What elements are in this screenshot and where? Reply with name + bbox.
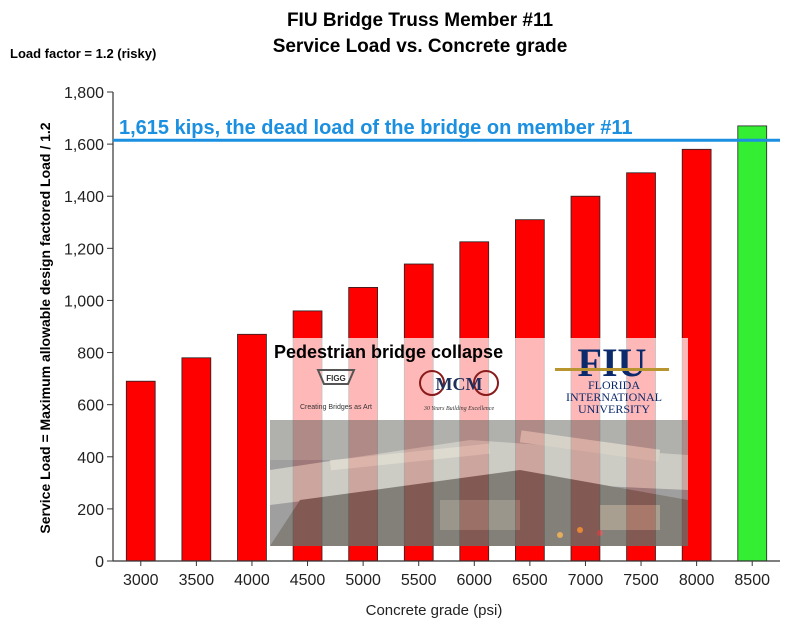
- fiu-tagline-line1: FLORIDA: [588, 378, 640, 392]
- y-tick-label: 800: [77, 346, 104, 363]
- figg-logo: FIGG Creating Bridges as Art: [300, 369, 372, 411]
- chart-title: FIU Bridge Truss Member #11: [286, 10, 554, 31]
- y-tick-label: 600: [77, 398, 104, 415]
- figg-logo-name: FIGG: [326, 374, 346, 383]
- y-tick-label: 0: [95, 554, 104, 571]
- bar-4000: [237, 333, 267, 562]
- mcm-circle-icon: [419, 370, 445, 396]
- figg-tagline: Creating Bridges as Art: [300, 404, 372, 411]
- x-tick-label: 3500: [179, 572, 215, 589]
- x-tick-label: 8500: [734, 572, 770, 589]
- mcm-circle-icon: [473, 370, 499, 396]
- x-tick-label: 6000: [456, 572, 492, 589]
- fiu-gold-stripe: [555, 368, 669, 371]
- mcm-logo-name: MCM: [436, 374, 483, 394]
- y-tick-label: 1,400: [64, 189, 104, 206]
- mcm-tagline: 30 Years Building Excellence: [423, 406, 495, 412]
- inset-collage: Pedestrian bridge collapse FIGG Creating…: [270, 338, 688, 546]
- x-tick-label: 7500: [623, 572, 659, 589]
- y-tick-label: 400: [77, 450, 104, 467]
- load-factor-note: Load factor = 1.2 (risky): [10, 46, 157, 61]
- y-tick-label: 1,200: [64, 241, 104, 258]
- x-axis: 3000 3500 4000 4500 5000 5500 6000 6500 7000 7500…: [113, 560, 780, 589]
- fiu-logo-name: FIU: [578, 340, 647, 385]
- bar-3000: [125, 380, 156, 562]
- x-tick-label: 5000: [345, 572, 381, 589]
- y-tick-label: 1,800: [64, 85, 104, 102]
- x-tick-label: 5500: [401, 572, 437, 589]
- y-axis: 0 200 400 600 800 1,000 1,200 1,400 1,600 1,800: [64, 85, 114, 571]
- fiu-logo: FIU FLORIDA INTERNATIONAL UNIVERSITY: [555, 340, 669, 416]
- x-tick-label: 4500: [290, 572, 326, 589]
- x-axis-label: Concrete grade (psi): [366, 602, 503, 619]
- x-tick-label: 7000: [568, 572, 604, 589]
- fiu-tagline-line3: UNIVERSITY: [578, 402, 650, 416]
- bar-8500: [737, 125, 768, 562]
- dead-load-reference-label: 1,615 kips, the dead load of the bridge …: [119, 117, 633, 139]
- bridge-collapse-photo: [270, 420, 688, 546]
- bar-3500: [181, 357, 212, 562]
- x-tick-label: 8000: [679, 572, 715, 589]
- y-axis-label: Service Load = Maximum allowable design …: [37, 122, 53, 533]
- fiu-tagline-line2: INTERNATIONAL: [566, 390, 662, 404]
- inset-logo-panel: [270, 338, 688, 420]
- y-tick-label: 1,600: [64, 137, 104, 154]
- y-tick-label: 1,000: [64, 293, 104, 310]
- x-tick-label: 3000: [123, 572, 159, 589]
- x-tick-label: 6500: [512, 572, 548, 589]
- chart-subtitle: Service Load vs. Concrete grade: [272, 36, 568, 57]
- figg-logo-icon: [316, 369, 356, 385]
- y-tick-label: 200: [77, 502, 104, 519]
- mcm-logo: MCM 30 Years Building Excellence: [419, 370, 499, 412]
- inset-caption: Pedestrian bridge collapse: [274, 342, 503, 362]
- x-tick-label: 4000: [234, 572, 270, 589]
